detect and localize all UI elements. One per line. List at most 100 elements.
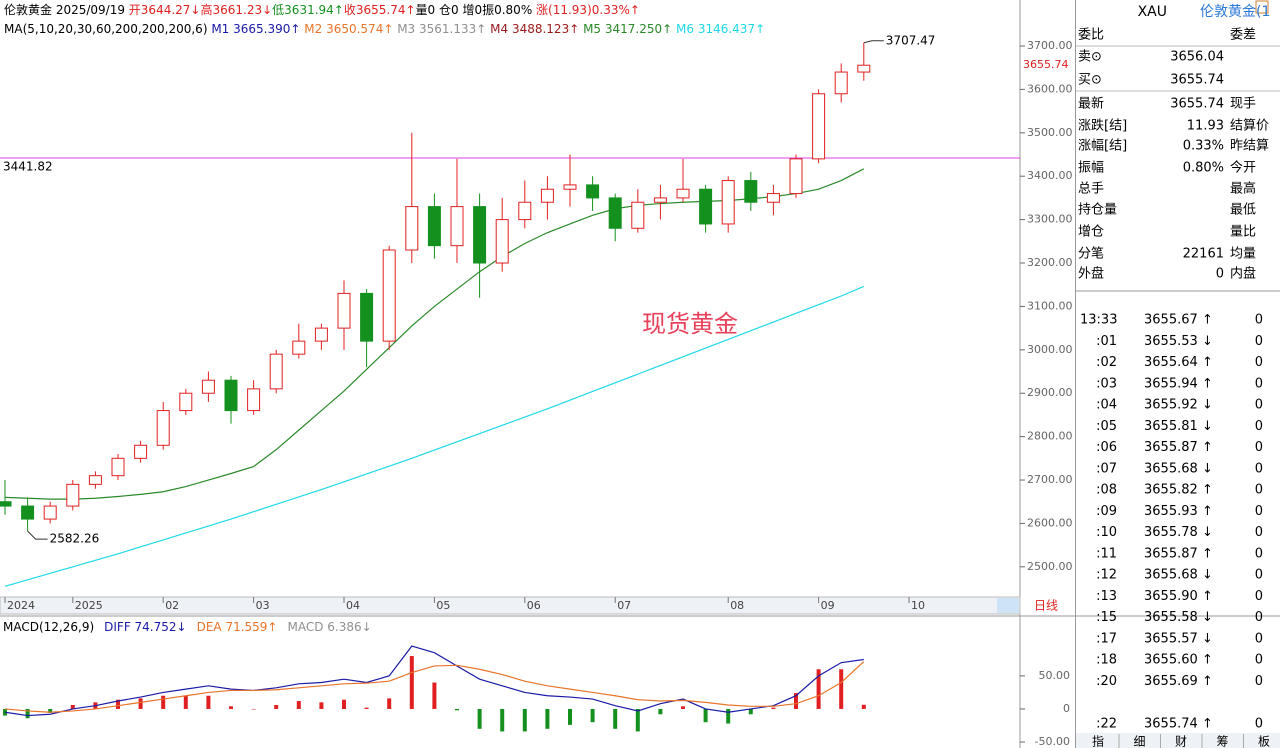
macd-bar: [183, 695, 188, 709]
quote-label: 总手: [1078, 182, 1104, 197]
low-pointer: [27, 530, 48, 540]
trade-arrow: ↑: [1202, 589, 1213, 604]
tab[interactable]: 细: [1133, 735, 1145, 748]
y-tick-label: 3000.00: [1027, 343, 1073, 356]
trade-arrow: ↑: [1202, 546, 1213, 561]
trade-arrow: ↓: [1202, 334, 1213, 349]
info-item: 伦敦黄金 2025/09/19: [4, 2, 129, 17]
macd-bar: [319, 702, 324, 709]
candle-body: [156, 410, 170, 446]
x-tick-label: 05: [436, 599, 450, 612]
macd-bar: [296, 701, 301, 709]
macd-line: [4, 645, 864, 717]
high-label: 3707.47: [886, 33, 936, 47]
candle-body: [247, 388, 261, 412]
trade-time: :09: [1096, 504, 1117, 519]
quote-right-label: 量比: [1230, 225, 1256, 240]
trade-volume: 0: [1255, 398, 1263, 413]
macd-bar: [635, 708, 640, 732]
x-tick-label: 08: [730, 599, 744, 612]
trade-volume: 0: [1255, 334, 1263, 349]
candle-body: [201, 379, 215, 394]
macd-bar: [25, 708, 30, 719]
legend-entry: DEA 71.559↑: [197, 620, 278, 634]
ma-line: [4, 168, 865, 500]
candle-body: [744, 180, 758, 203]
x-tick-label: 09: [821, 599, 835, 612]
macd-bar: [409, 656, 414, 709]
info-item: 仓0: [439, 3, 462, 17]
info-item: 开3644.27↓: [129, 3, 201, 17]
quote-value: 3656.04: [1170, 50, 1224, 65]
info-item: 高3661.23↓: [200, 2, 272, 17]
trade-price: 3655.68: [1144, 568, 1198, 583]
trade-arrow: ↓: [1202, 631, 1213, 646]
quote-label: 最新: [1078, 96, 1104, 112]
trade-time: :20: [1096, 674, 1117, 689]
macd-bar: [48, 708, 53, 713]
watermark: 现货黄金: [642, 310, 738, 338]
quote-right-label: 最低: [1230, 203, 1256, 218]
legend-entry: DIFF 74.752↓: [104, 620, 186, 634]
tab[interactable]: 板: [1258, 735, 1270, 748]
trade-price: 3655.81: [1144, 419, 1198, 434]
tab[interactable]: 财: [1175, 735, 1187, 748]
trade-arrow: ↑: [1202, 674, 1213, 689]
quote-right-label: 今开: [1230, 160, 1256, 176]
trade-volume: 0: [1255, 631, 1263, 646]
trade-arrow: ↑: [1202, 653, 1213, 668]
candle-body: [0, 501, 12, 507]
candle-body: [563, 184, 577, 190]
trade-price: 3655.64: [1144, 355, 1198, 370]
info-item: 低3631.94↑: [272, 3, 344, 17]
quote-right-label: 内盘: [1230, 266, 1256, 282]
quote-value: 0: [1216, 267, 1224, 282]
candle-body: [88, 475, 102, 485]
candle-body: [450, 206, 464, 247]
candle-body: [292, 340, 306, 355]
trade-volume: 0: [1255, 504, 1263, 519]
trade-price: 3655.92: [1144, 398, 1198, 413]
candle-body: [495, 219, 509, 264]
info-item: 涨(11.93)0.33%↑: [536, 2, 640, 17]
trade-time: :15: [1096, 610, 1117, 625]
trade-volume: 0: [1255, 716, 1263, 731]
tab[interactable]: 筹: [1216, 735, 1228, 748]
macd-bar: [161, 695, 166, 709]
quote-right-label: 现手: [1230, 97, 1256, 112]
macd-bar: [432, 682, 437, 709]
macd-bar: [500, 708, 505, 732]
trade-price: 3655.57: [1144, 631, 1198, 646]
quote-label: 卖⊙: [1078, 50, 1102, 65]
candle-body: [134, 444, 148, 459]
candle-body: [427, 206, 441, 247]
trade-volume: 0: [1255, 568, 1263, 583]
trade-time: 13:33: [1080, 313, 1117, 328]
x-tick-label: 02: [165, 599, 179, 612]
macd-bar: [590, 708, 595, 723]
scrollbar[interactable]: [997, 598, 1019, 613]
macd-bar: [455, 708, 459, 711]
quote-label: 增仓: [1078, 225, 1104, 240]
quote-value: 3655.74: [1170, 97, 1224, 112]
info-item: M1 3665.390↑: [211, 22, 304, 36]
info-item: M6 3146.437↑: [676, 22, 765, 36]
macd-bar: [364, 707, 369, 709]
quote-value: 11.93: [1187, 119, 1224, 134]
trade-price: 3655.82: [1144, 483, 1198, 498]
macd-bar: [477, 708, 482, 729]
y-tick-label: 3500.00: [1027, 126, 1073, 139]
candle-body: [789, 158, 803, 195]
window-button[interactable]: [1255, 0, 1269, 14]
trade-arrow: ↑: [1202, 483, 1213, 498]
trade-volume: 0: [1255, 461, 1263, 476]
low-label: 2582.26: [50, 532, 100, 546]
macd-bar: [839, 669, 844, 709]
quote-value: 0.80%: [1183, 161, 1224, 176]
x-tick-label: 2025: [75, 599, 103, 612]
tab[interactable]: 指: [1092, 734, 1104, 748]
trade-arrow: ↑: [1202, 355, 1213, 370]
last-price-box: [1021, 57, 1075, 74]
